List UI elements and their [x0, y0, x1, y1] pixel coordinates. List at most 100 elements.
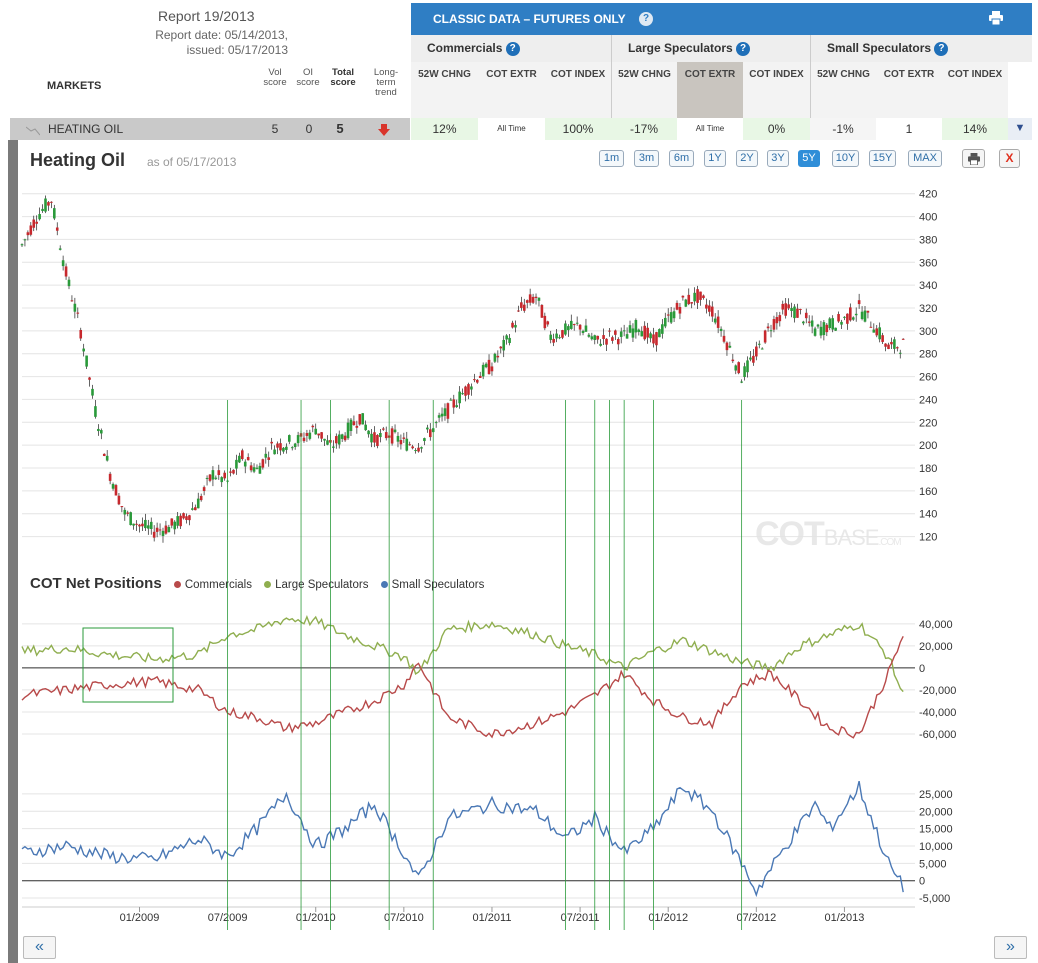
subheader-5[interactable]: COT INDEX [743, 62, 810, 118]
price-candle [681, 295, 685, 298]
market-cell-5: 0% [743, 118, 810, 140]
price-candle [29, 225, 33, 235]
market-row[interactable]: HEATING OIL 5 0 5 [10, 118, 410, 140]
price-candle [358, 414, 362, 425]
price-candle [837, 314, 840, 322]
market-cell-7: 1 [905, 122, 913, 136]
range-button-15y[interactable]: 15Y [869, 150, 896, 167]
price-candle [702, 295, 705, 299]
price-candle [525, 300, 529, 303]
price-candle [352, 421, 356, 426]
price-candle [399, 440, 403, 445]
legend: COT Net Positions Commercials Large Spec… [30, 575, 484, 592]
price-candle [496, 355, 500, 358]
print-icon[interactable] [988, 11, 1004, 28]
range-button-2y[interactable]: 2Y [736, 150, 758, 167]
price-candle [810, 320, 814, 327]
range-button-5y[interactable]: 5Y [798, 150, 820, 167]
subheader-6[interactable]: 52W CHNG [810, 62, 876, 118]
price-candle [863, 310, 867, 322]
price-candle [802, 321, 805, 324]
price-candle [76, 312, 80, 314]
net-ytick-label: -40,000 [919, 707, 956, 719]
subheader-7[interactable]: COT EXTR [876, 62, 942, 118]
price-candle [705, 304, 708, 309]
price-candle [267, 457, 271, 460]
price-candle [578, 324, 582, 330]
prev-button[interactable]: « [23, 936, 56, 959]
next-button[interactable]: » [994, 936, 1027, 959]
range-button-max[interactable]: MAX [908, 150, 942, 167]
price-candle [70, 300, 74, 302]
vol-score: 5 [271, 122, 279, 136]
price-candle [290, 447, 294, 449]
legend-small-spec[interactable]: Small Speculators [380, 579, 485, 591]
price-candle [302, 437, 306, 442]
legend-large-spec-label: Large Speculators [275, 579, 369, 591]
subheader-0[interactable]: 52W CHNG [411, 62, 478, 118]
price-candle [396, 435, 400, 442]
range-button-10y[interactable]: 10Y [832, 150, 859, 167]
row-expand-icon[interactable]: ▼ [1008, 118, 1032, 140]
price-candle [147, 525, 150, 529]
subheader-3[interactable]: 52W CHNG [611, 62, 677, 118]
price-candle [402, 437, 406, 439]
range-button-6m[interactable]: 6m [669, 150, 694, 167]
price-candle [243, 461, 247, 467]
price-candle [111, 484, 115, 489]
x-tick-label: 07/2011 [561, 912, 600, 924]
large-spec-help-icon[interactable]: ? [736, 41, 751, 56]
price-candle [129, 512, 132, 526]
price-candle [217, 470, 221, 476]
close-chart-button[interactable]: X [999, 149, 1020, 168]
price-candle [428, 429, 432, 438]
legend-small-spec-label: Small Speculators [391, 579, 485, 591]
price-candle [114, 485, 118, 496]
classic-help-icon[interactable]: ? [639, 12, 653, 26]
price-candle [749, 357, 752, 360]
price-ytick-label: 340 [919, 280, 937, 292]
range-button-1y[interactable]: 1Y [704, 150, 726, 167]
chart-print-icon[interactable] [962, 149, 985, 168]
price-candle [760, 348, 764, 350]
price-candle [734, 365, 738, 371]
price-candle [296, 435, 300, 444]
subheader-1[interactable]: COT EXTR [478, 62, 545, 118]
legend-large-spec[interactable]: Large Speculators [264, 579, 368, 591]
price-candle [872, 329, 876, 333]
price-candle [822, 322, 826, 336]
range-button-1m[interactable]: 1m [599, 150, 624, 167]
subheader-4[interactable]: COT EXTR [677, 62, 743, 118]
price-candle [179, 515, 182, 527]
price-candle [417, 447, 420, 452]
price-candle [220, 477, 224, 483]
price-candle [602, 335, 605, 339]
price-candle [793, 306, 796, 319]
price-candle [713, 318, 717, 323]
price-candle [666, 314, 670, 316]
subheader-8[interactable]: COT INDEX [942, 62, 1008, 118]
price-candle [211, 470, 215, 480]
range-button-3m[interactable]: 3m [634, 150, 659, 167]
commercials-help-icon[interactable]: ? [505, 41, 520, 56]
legend-commercials[interactable]: Commercials [173, 579, 252, 591]
price-candle [120, 506, 124, 508]
subheader-2[interactable]: COT INDEX [545, 62, 611, 118]
price-candle [564, 323, 567, 335]
net-ytick-label: -20,000 [919, 685, 956, 697]
price-candle [561, 330, 564, 338]
price-ytick-label: 240 [919, 394, 937, 406]
price-candle [728, 345, 732, 348]
price-candle [293, 443, 297, 447]
price-candle [619, 331, 623, 337]
group-large-spec: Large Speculators ? [611, 35, 810, 62]
x-tick-label: 01/2009 [120, 912, 160, 924]
small-ytick-label: 15,000 [919, 824, 953, 836]
small-ytick-label: 20,000 [919, 806, 953, 818]
price-candle [320, 432, 323, 439]
price-candle [831, 318, 834, 330]
small-spec-help-icon[interactable]: ? [934, 41, 949, 56]
price-candle [279, 443, 282, 451]
price-candle [584, 325, 588, 332]
range-button-3y[interactable]: 3Y [767, 150, 789, 167]
